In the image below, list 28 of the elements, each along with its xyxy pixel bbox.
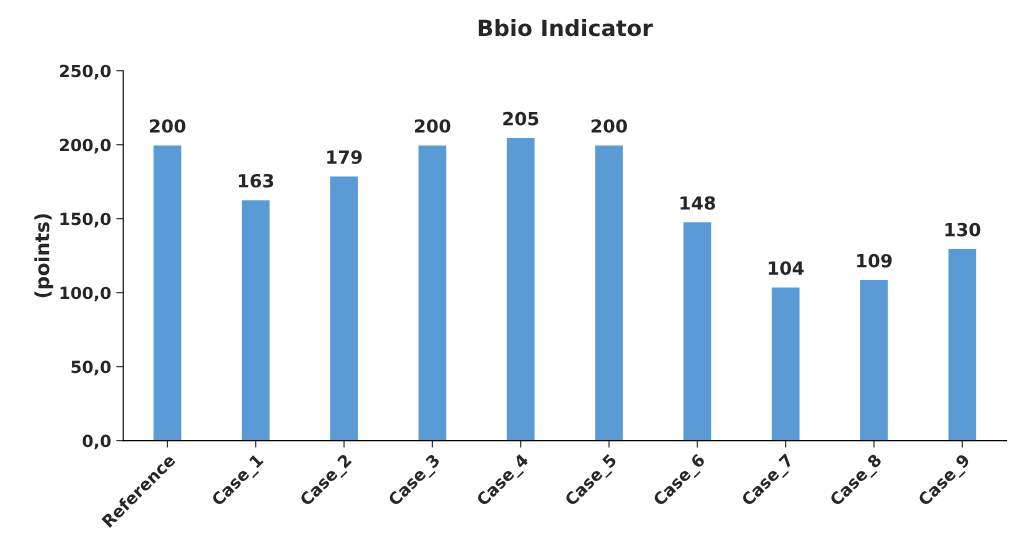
data-label: 104 <box>768 261 804 275</box>
bar <box>770 286 801 441</box>
bar <box>682 220 713 441</box>
bar <box>417 144 448 441</box>
bar <box>505 136 536 441</box>
data-label: 179 <box>327 150 362 164</box>
chart-title: Bbio Indicator <box>478 19 653 37</box>
bar <box>240 198 271 441</box>
bar <box>947 247 978 441</box>
bar <box>593 144 625 441</box>
data-label: 130 <box>945 222 981 237</box>
y-tick-label: 200,0 <box>60 138 111 154</box>
data-label: 109 <box>857 253 892 268</box>
data-label: 163 <box>238 173 274 188</box>
bar <box>328 175 360 441</box>
y-tick-label: 100,0 <box>60 286 111 302</box>
y-tick-label: 150,0 <box>60 212 111 228</box>
data-label: 200 <box>414 119 451 133</box>
data-label: 148 <box>680 196 716 210</box>
data-label: 200 <box>149 119 186 133</box>
bar <box>858 278 890 441</box>
y-tick-label: 250,0 <box>60 64 111 80</box>
y-tick-label: 50,0 <box>71 360 111 376</box>
data-label: 205 <box>503 111 539 126</box>
y-axis-title: (points) <box>34 214 54 298</box>
data-label: 200 <box>591 119 627 133</box>
bar <box>152 144 183 441</box>
y-tick-label: 0,0 <box>82 434 111 450</box>
